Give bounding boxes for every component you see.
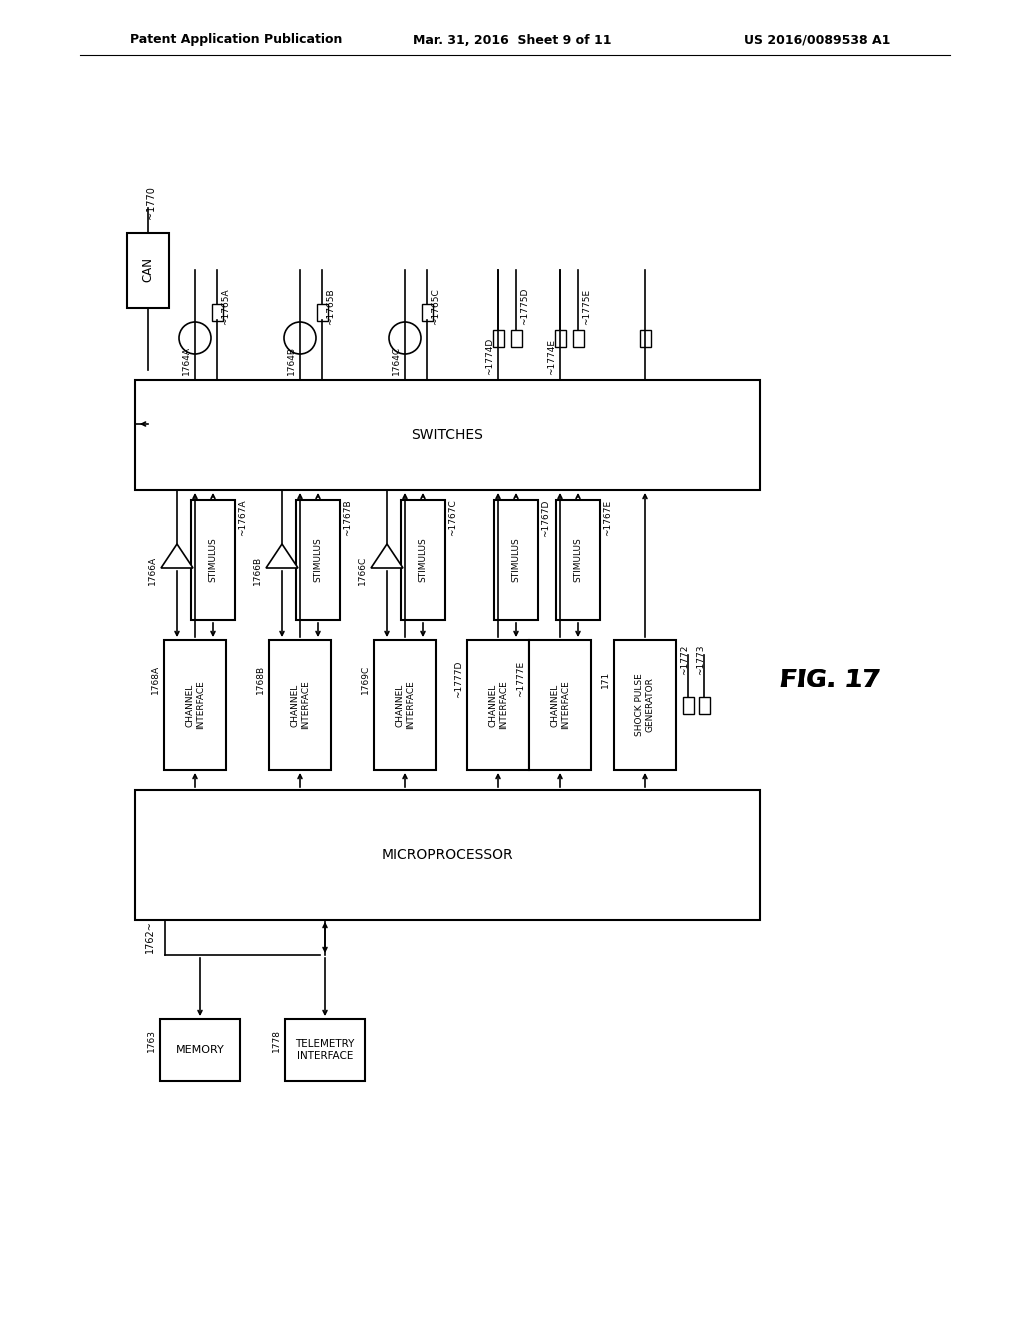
Text: ~1765B: ~1765B: [326, 288, 335, 325]
Bar: [422, 304, 432, 321]
Text: MEMORY: MEMORY: [176, 1045, 224, 1055]
Bar: [494, 500, 538, 620]
Text: 1768A: 1768A: [151, 664, 160, 693]
Text: MICROPROCESSOR: MICROPROCESSOR: [382, 847, 513, 862]
Text: ~1773: ~1773: [696, 644, 706, 675]
Bar: [683, 697, 693, 714]
Polygon shape: [371, 544, 403, 568]
Text: 1766B: 1766B: [253, 556, 262, 585]
Text: 1764A: 1764A: [182, 346, 191, 375]
Text: US 2016/0089538 A1: US 2016/0089538 A1: [743, 33, 890, 46]
Text: 1766C: 1766C: [358, 556, 367, 585]
Text: CHANNEL
INTERFACE: CHANNEL INTERFACE: [550, 681, 569, 730]
Bar: [493, 330, 504, 346]
Text: 1764B: 1764B: [287, 346, 296, 375]
Bar: [164, 640, 226, 770]
Bar: [127, 232, 169, 308]
Bar: [511, 330, 521, 346]
Bar: [555, 330, 565, 346]
Text: ~1767A: ~1767A: [238, 500, 247, 536]
Text: TELEMETRY
INTERFACE: TELEMETRY INTERFACE: [295, 1039, 354, 1061]
Text: ~1777D: ~1777D: [454, 660, 463, 698]
Circle shape: [179, 322, 211, 354]
Circle shape: [389, 322, 421, 354]
Bar: [467, 640, 529, 770]
Text: SHOCK PULSE
GENERATOR: SHOCK PULSE GENERATOR: [635, 673, 654, 737]
Bar: [212, 304, 222, 321]
Text: ~1775D: ~1775D: [520, 288, 529, 325]
Text: STIMULUS: STIMULUS: [573, 537, 583, 582]
Bar: [401, 500, 445, 620]
Bar: [698, 697, 710, 714]
Text: Patent Application Publication: Patent Application Publication: [130, 33, 342, 46]
Text: STIMULUS: STIMULUS: [313, 537, 323, 582]
Text: 1764C: 1764C: [392, 346, 401, 375]
Bar: [269, 640, 331, 770]
Text: CHANNEL
INTERFACE: CHANNEL INTERFACE: [185, 681, 205, 730]
Text: STIMULUS: STIMULUS: [209, 537, 217, 582]
Bar: [556, 500, 600, 620]
Text: ~1775E: ~1775E: [582, 289, 591, 325]
Text: STIMULUS: STIMULUS: [512, 537, 520, 582]
Text: ~1772: ~1772: [681, 644, 689, 675]
Text: STIMULUS: STIMULUS: [419, 537, 427, 582]
Text: 1778: 1778: [272, 1028, 281, 1052]
Text: 1762~: 1762~: [145, 920, 155, 953]
Polygon shape: [266, 544, 298, 568]
Bar: [529, 640, 591, 770]
Text: ~1774D: ~1774D: [485, 338, 494, 375]
Text: 171: 171: [601, 671, 610, 688]
Bar: [572, 330, 584, 346]
Polygon shape: [161, 544, 193, 568]
Text: 1766A: 1766A: [148, 556, 157, 585]
Text: ~1770: ~1770: [146, 186, 156, 219]
Text: ~1765A: ~1765A: [221, 288, 230, 325]
Text: 1763: 1763: [147, 1028, 156, 1052]
Text: CHANNEL
INTERFACE: CHANNEL INTERFACE: [488, 681, 508, 730]
Circle shape: [284, 322, 316, 354]
Text: ~1777E: ~1777E: [516, 661, 525, 697]
Bar: [296, 500, 340, 620]
Text: ~1765C: ~1765C: [431, 288, 440, 325]
Bar: [285, 1019, 365, 1081]
Bar: [135, 380, 760, 490]
Text: FIG. 17: FIG. 17: [780, 668, 880, 692]
Text: 1769C: 1769C: [361, 664, 370, 693]
Text: FIG. 17: FIG. 17: [780, 668, 880, 692]
Text: CHANNEL
INTERFACE: CHANNEL INTERFACE: [395, 681, 415, 730]
Text: CAN: CAN: [141, 257, 155, 282]
Bar: [160, 1019, 240, 1081]
Text: ~1767B: ~1767B: [343, 500, 352, 536]
Text: Mar. 31, 2016  Sheet 9 of 11: Mar. 31, 2016 Sheet 9 of 11: [413, 33, 611, 46]
Bar: [316, 304, 328, 321]
Text: ~1767C: ~1767C: [449, 500, 457, 536]
Text: ~1767D: ~1767D: [541, 499, 550, 537]
Bar: [614, 640, 676, 770]
Bar: [135, 789, 760, 920]
Text: 1768B: 1768B: [256, 664, 265, 693]
Text: CHANNEL
INTERFACE: CHANNEL INTERFACE: [290, 681, 309, 730]
Bar: [191, 500, 234, 620]
Text: ~1767E: ~1767E: [603, 500, 612, 536]
Text: SWITCHES: SWITCHES: [412, 428, 483, 442]
Text: ~1774E: ~1774E: [547, 339, 556, 375]
Bar: [640, 330, 650, 346]
Bar: [374, 640, 436, 770]
